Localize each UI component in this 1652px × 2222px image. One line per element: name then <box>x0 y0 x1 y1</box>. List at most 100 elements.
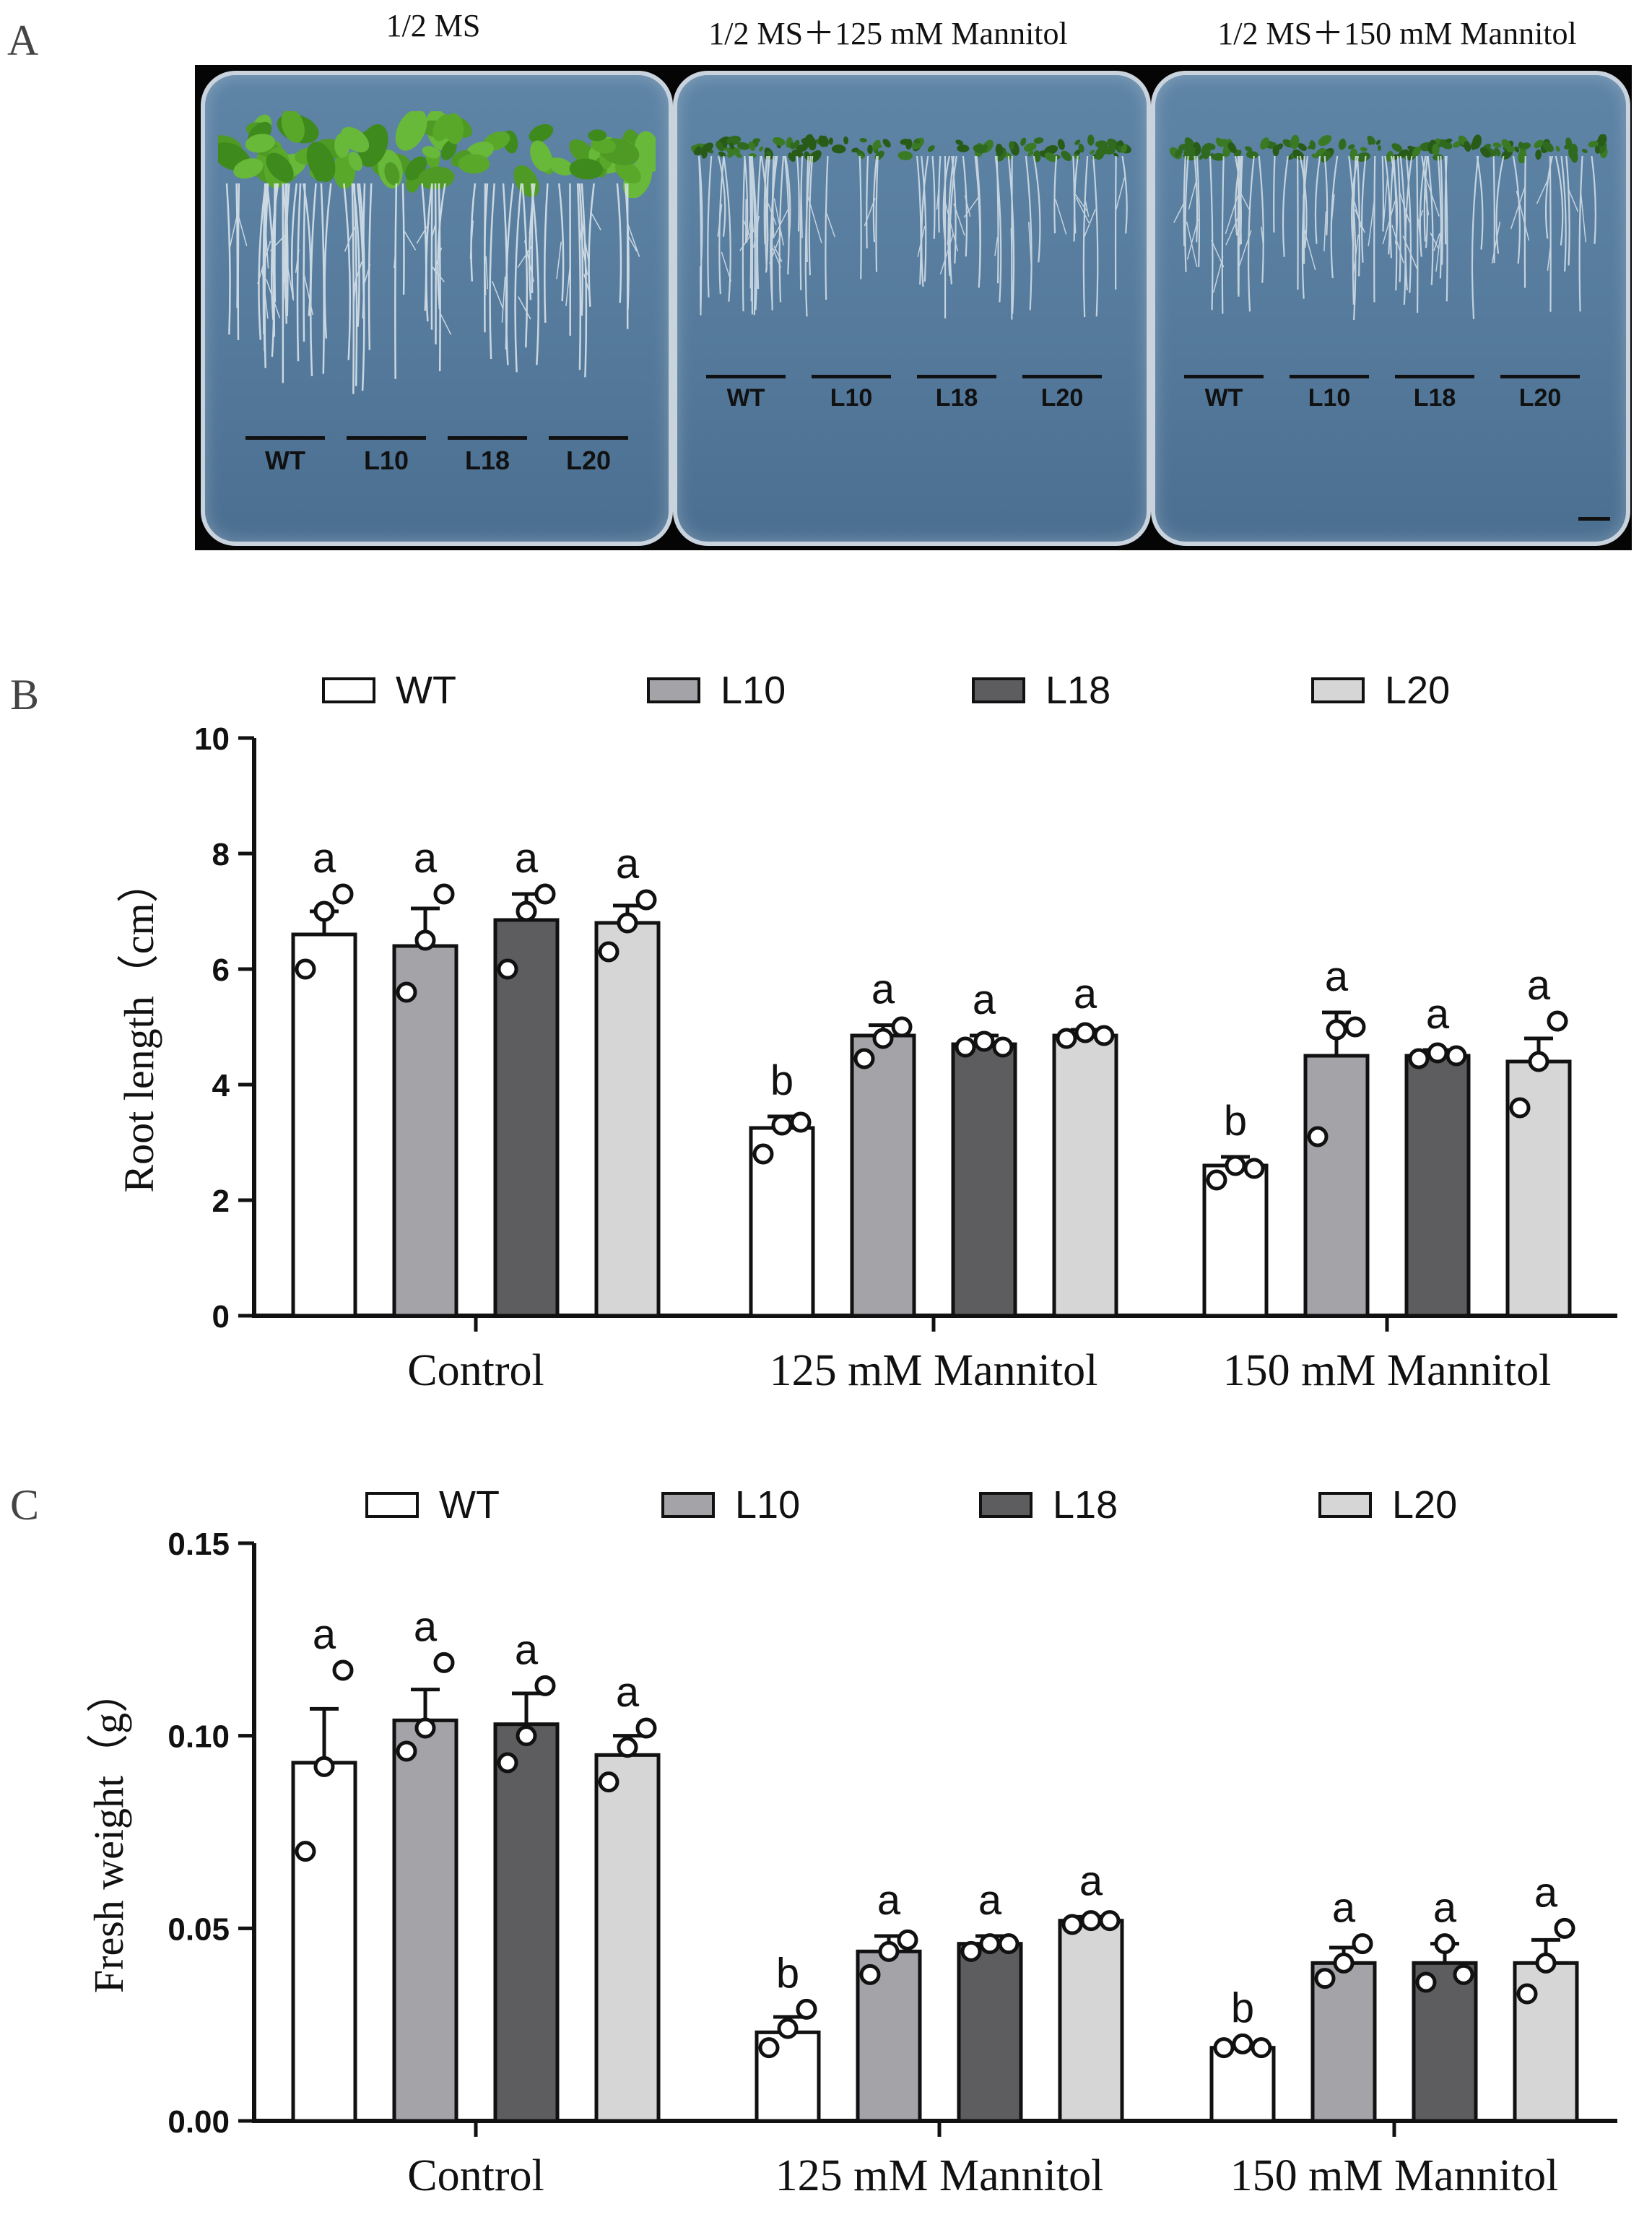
root-mark <box>916 156 922 285</box>
root-mark <box>872 156 878 243</box>
legend-label: L10 <box>721 669 786 712</box>
leaf-mark <box>759 146 764 152</box>
leaf-mark <box>458 154 490 174</box>
legend-swatch <box>979 1492 1032 1518</box>
leaf-mark <box>828 137 833 145</box>
data-point <box>1352 1933 1373 1955</box>
data-point <box>497 1752 518 1774</box>
root-mark <box>1565 156 1570 266</box>
plate-label-wt: WT <box>706 375 786 412</box>
root-mark <box>1173 201 1186 223</box>
data-point <box>396 1740 417 1762</box>
leaf-mark <box>1204 143 1216 150</box>
root-mark <box>1314 156 1321 244</box>
leaf-mark <box>701 142 713 153</box>
data-point <box>897 1929 918 1950</box>
root-mark <box>1433 233 1440 251</box>
data-point <box>955 1036 976 1058</box>
leaf-mark <box>1391 143 1403 152</box>
data-point <box>777 2018 799 2039</box>
root-mark <box>363 264 371 285</box>
leaf-mark <box>1290 134 1300 149</box>
bar <box>392 1718 458 2123</box>
data-point <box>1528 1051 1549 1072</box>
data-point <box>1453 1963 1474 1985</box>
leaf-mark <box>882 139 891 148</box>
root-mark <box>921 156 929 287</box>
data-point <box>433 883 455 905</box>
root-mark <box>358 183 365 318</box>
y-tick-label: 0.00 <box>168 2104 230 2140</box>
root-mark <box>303 275 314 316</box>
seedling-shoots <box>691 134 1131 162</box>
scale-bar <box>1578 517 1610 521</box>
significance-letter: a <box>515 1626 539 1673</box>
data-point <box>497 958 518 980</box>
significance-letter: a <box>1433 1885 1457 1932</box>
data-point <box>1056 1028 1077 1049</box>
seedling-roots <box>1173 156 1596 320</box>
leaf-mark <box>1275 143 1284 151</box>
data-point <box>1251 2037 1272 2059</box>
x-category-label: 150 mM Mannitol <box>1223 1346 1552 1395</box>
root-mark <box>1073 191 1089 213</box>
data-point <box>1344 1016 1366 1038</box>
root-mark <box>825 156 829 300</box>
root-mark <box>921 156 927 282</box>
root-mark <box>1444 156 1448 245</box>
root-mark <box>517 245 533 268</box>
leaf-mark <box>1520 142 1531 149</box>
root-mark <box>1194 156 1199 243</box>
bar <box>493 1722 560 2123</box>
root-length-chart: B WT L10 L18 L20 0 2 4 6 8 10 Root length（cm） Contro… <box>10 669 1617 1395</box>
root-mark <box>556 241 562 279</box>
legend-swatch <box>647 677 700 703</box>
root-mark <box>1247 156 1255 312</box>
data-point <box>635 1717 657 1739</box>
leaf-mark <box>748 141 755 151</box>
significance-letter: a <box>1079 1857 1103 1904</box>
root-mark <box>626 233 638 252</box>
data-point <box>332 883 354 905</box>
root-mark <box>470 183 477 282</box>
leaf-mark <box>1514 146 1520 153</box>
root-mark <box>238 216 248 246</box>
root-mark <box>616 183 622 303</box>
root-mark <box>576 183 582 370</box>
leaf-mark <box>1338 138 1346 150</box>
data-point <box>414 929 436 951</box>
root-mark <box>225 183 231 335</box>
y-tick-label: 6 <box>212 952 230 988</box>
legend-label: L10 <box>735 1483 800 1527</box>
leaf-mark <box>1078 144 1084 153</box>
root-mark <box>1368 199 1375 246</box>
bar <box>493 918 560 1318</box>
root-mark <box>1384 156 1391 255</box>
significance-letter: a <box>515 835 539 882</box>
root-mark <box>434 183 437 344</box>
data-point <box>1326 1019 1347 1041</box>
x-category-label: Control <box>407 2151 544 2200</box>
root-mark <box>1512 156 1521 264</box>
root-mark <box>707 156 713 298</box>
leaf-mark <box>818 135 827 147</box>
leaf-mark <box>1057 139 1065 150</box>
root-mark <box>320 183 325 374</box>
root-mark <box>866 156 869 248</box>
root-mark <box>723 156 731 302</box>
leaf-mark <box>1033 137 1044 144</box>
root-mark <box>1083 209 1096 239</box>
significance-letter: b <box>776 1950 799 1997</box>
leaf-mark <box>1588 141 1599 148</box>
root-mark <box>1510 186 1526 230</box>
root-mark <box>282 265 286 287</box>
root-mark <box>352 261 362 289</box>
panel-letter-a: A <box>7 17 39 64</box>
root-mark <box>1354 201 1362 228</box>
data-point <box>771 1114 793 1136</box>
root-mark <box>1389 156 1395 259</box>
significance-letter: a <box>616 1669 640 1716</box>
root-mark <box>295 249 300 273</box>
bar <box>1058 1919 1124 2123</box>
root-mark <box>1235 156 1243 236</box>
